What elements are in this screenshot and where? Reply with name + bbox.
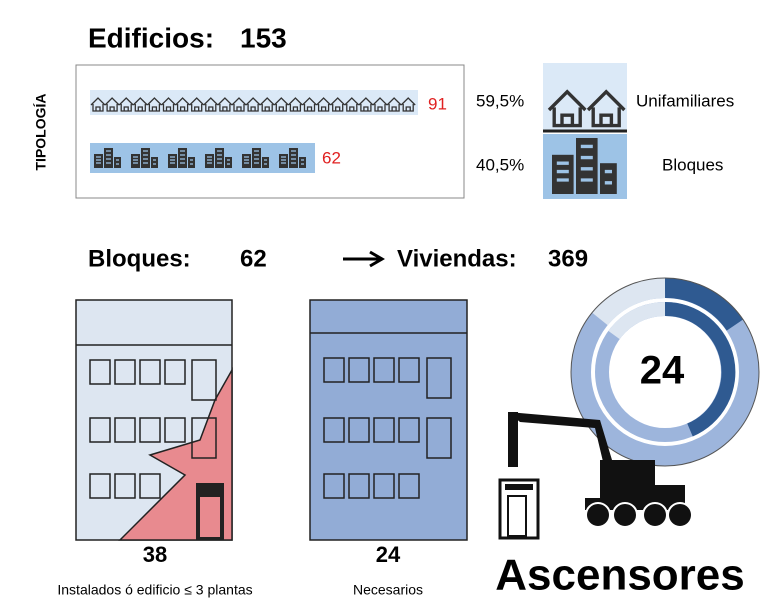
dwellings-value: 369 bbox=[548, 245, 588, 272]
installed-value: 38 bbox=[143, 542, 167, 567]
infographic: Edificios: 153 TIPOLOGÍA 91 62 59,5% 40,… bbox=[0, 0, 763, 608]
typology-box bbox=[76, 65, 464, 198]
blocks-label: Bloques: bbox=[88, 245, 191, 272]
house-percent: 59,5% bbox=[476, 91, 524, 110]
footer-title: Ascensores bbox=[495, 551, 744, 600]
building-needed bbox=[310, 300, 467, 540]
house-label: Unifamiliares bbox=[636, 91, 734, 110]
needed-value: 24 bbox=[376, 542, 401, 567]
side-label: TIPOLOGÍA bbox=[33, 94, 49, 171]
building-installed bbox=[76, 300, 232, 540]
blocks-value: 62 bbox=[240, 245, 267, 272]
block-percent: 40,5% bbox=[476, 155, 524, 174]
installed-caption: Instalados ó edificio ≤ 3 plantas bbox=[57, 582, 252, 598]
house-count: 91 bbox=[428, 94, 447, 113]
header-label: Edificios: bbox=[88, 22, 214, 53]
donut-value: 24 bbox=[640, 349, 685, 393]
block-count: 62 bbox=[322, 148, 341, 167]
dwellings-label: Viviendas: bbox=[397, 245, 517, 272]
needed-caption: Necesarios bbox=[353, 582, 423, 598]
block-label: Bloques bbox=[662, 155, 723, 174]
header-value: 153 bbox=[240, 22, 287, 53]
arrow bbox=[343, 252, 382, 266]
